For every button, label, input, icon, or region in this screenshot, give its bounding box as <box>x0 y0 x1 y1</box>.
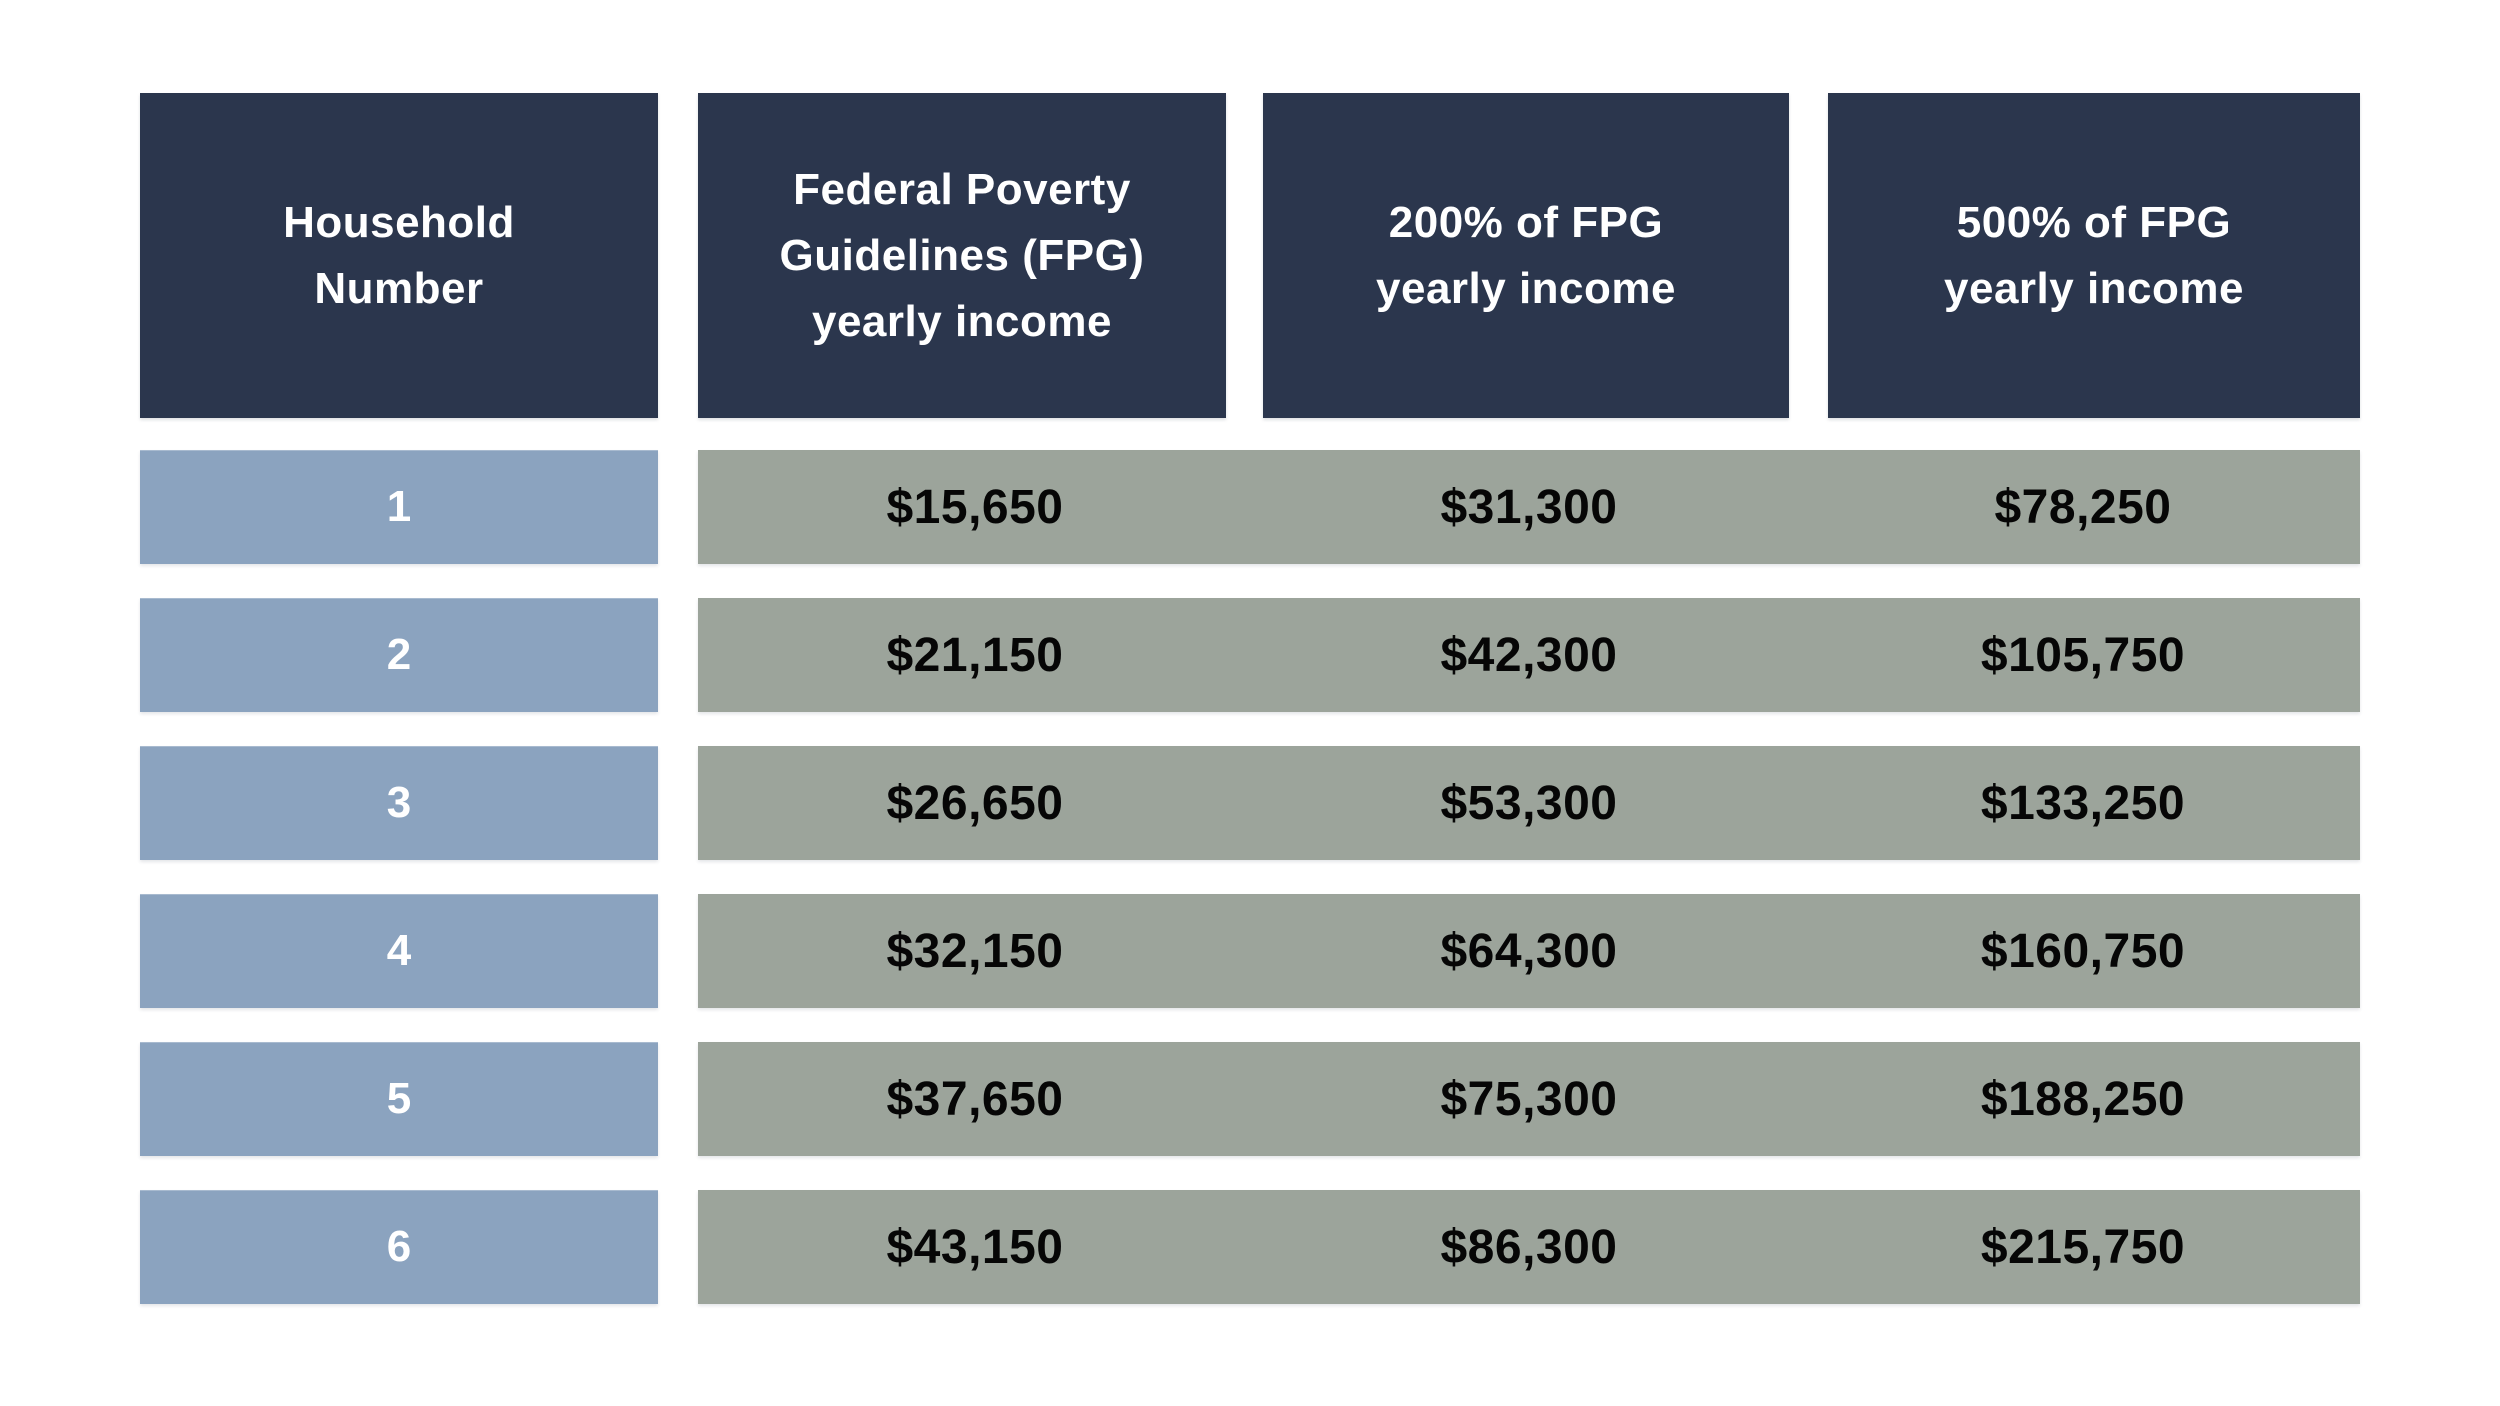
income-values-band: $43,150 $86,300 $215,750 <box>698 1190 2360 1304</box>
fpg200-income-cell: $86,300 <box>1440 1220 1618 1274</box>
fpg500-income-cell: $133,250 <box>1980 776 2186 830</box>
fpg500-income-cell: $188,250 <box>1980 1072 2186 1126</box>
fpg500-income-cell: $78,250 <box>1994 480 2172 534</box>
household-number-cell: 5 <box>140 1042 658 1156</box>
household-number-cell: 6 <box>140 1190 658 1304</box>
table-row: 5 $37,650 $75,300 $188,250 <box>140 1042 2360 1156</box>
table: Household Number Federal Poverty Guideli… <box>140 93 2360 1338</box>
table-row: 3 $26,650 $53,300 $133,250 <box>140 746 2360 860</box>
fpg-income-cell: $15,650 <box>886 480 1064 534</box>
household-number-cell: 3 <box>140 746 658 860</box>
table-row: 1 $15,650 $31,300 $78,250 <box>140 450 2360 564</box>
household-number-cell: 4 <box>140 894 658 1008</box>
fpg-income-cell: $26,650 <box>886 776 1064 830</box>
fpg-income-cell: $37,650 <box>886 1072 1064 1126</box>
income-values-band: $15,650 $31,300 $78,250 <box>698 450 2360 564</box>
table-row: 6 $43,150 $86,300 $215,750 <box>140 1190 2360 1304</box>
header-200-percent-fpg: 200% of FPG yearly income <box>1263 93 1789 418</box>
fpg200-income-cell: $53,300 <box>1440 776 1618 830</box>
fpg500-income-cell: $105,750 <box>1980 628 2186 682</box>
fpg500-income-cell: $215,750 <box>1980 1220 2186 1274</box>
header-500-percent-fpg: 500% of FPG yearly income <box>1828 93 2360 418</box>
income-values-band: $21,150 $42,300 $105,750 <box>698 598 2360 712</box>
header-fpg-yearly-income: Federal Poverty Guidelines (FPG) yearly … <box>698 93 1226 418</box>
income-values-band: $32,150 $64,300 $160,750 <box>698 894 2360 1008</box>
fpg200-income-cell: $42,300 <box>1440 628 1618 682</box>
household-number-cell: 1 <box>140 450 658 564</box>
table-header-row: Household Number Federal Poverty Guideli… <box>140 93 2360 418</box>
table-row: 4 $32,150 $64,300 $160,750 <box>140 894 2360 1008</box>
income-values-band: $26,650 $53,300 $133,250 <box>698 746 2360 860</box>
fpg500-income-cell: $160,750 <box>1980 924 2186 978</box>
household-number-cell: 2 <box>140 598 658 712</box>
fpg200-income-cell: $31,300 <box>1440 480 1618 534</box>
header-household-number: Household Number <box>140 93 658 418</box>
fpg200-income-cell: $64,300 <box>1440 924 1618 978</box>
income-values-band: $37,650 $75,300 $188,250 <box>698 1042 2360 1156</box>
fpg-income-cell: $32,150 <box>886 924 1064 978</box>
table-row: 2 $21,150 $42,300 $105,750 <box>140 598 2360 712</box>
fpg-income-cell: $43,150 <box>886 1220 1064 1274</box>
fpg200-income-cell: $75,300 <box>1440 1072 1618 1126</box>
fpg-income-cell: $21,150 <box>886 628 1064 682</box>
